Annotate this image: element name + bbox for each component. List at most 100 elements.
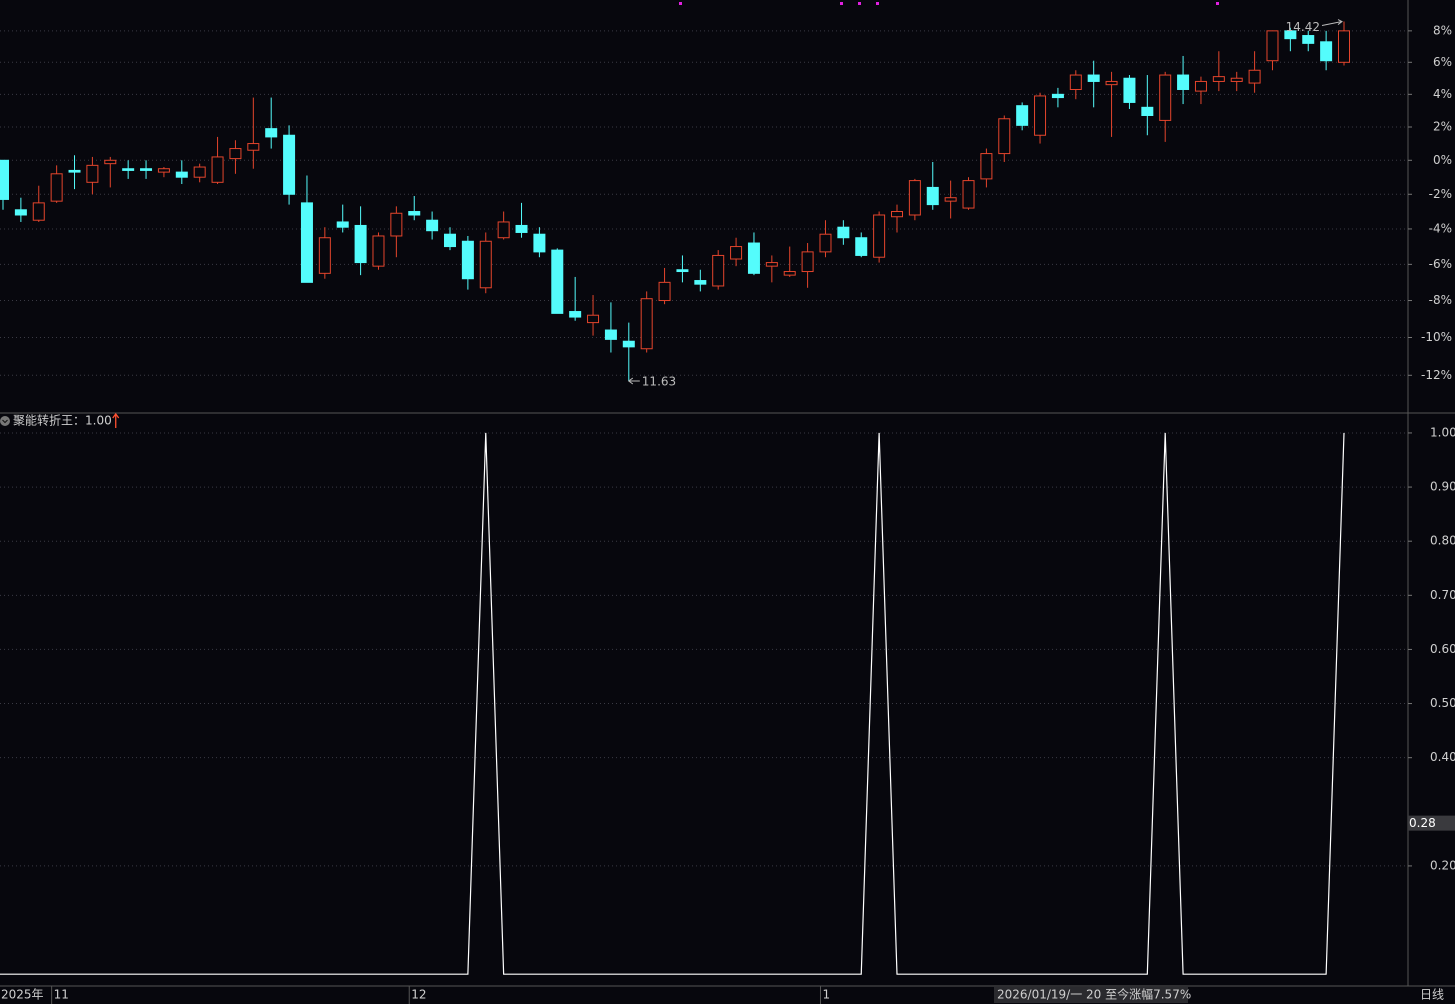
candle-body bbox=[1105, 80, 1118, 86]
candle-body bbox=[1141, 106, 1154, 116]
candle-body bbox=[1087, 74, 1100, 82]
candle-body bbox=[1230, 77, 1243, 82]
status-text: 2026/01/19/一 20 至今涨幅7.57% bbox=[997, 987, 1191, 1002]
candle-body bbox=[1212, 76, 1225, 82]
signal-dot bbox=[876, 2, 879, 5]
candle-body bbox=[50, 173, 63, 202]
candle-body bbox=[104, 159, 117, 165]
candle-body bbox=[819, 233, 832, 253]
candle-body bbox=[587, 314, 600, 324]
candle-body bbox=[390, 212, 403, 237]
candle-body bbox=[658, 281, 671, 302]
candle-body bbox=[998, 118, 1011, 155]
low-arrow bbox=[627, 377, 640, 385]
cursor-box bbox=[1408, 815, 1455, 831]
signal-dot bbox=[858, 2, 861, 5]
signal-dot bbox=[679, 2, 682, 5]
candle-body bbox=[1338, 30, 1350, 63]
y-tick-label: 0.90 bbox=[1430, 480, 1455, 494]
candle-body bbox=[1016, 105, 1029, 126]
candle-body bbox=[1159, 74, 1172, 121]
candle-body bbox=[622, 340, 635, 348]
candle-body bbox=[175, 171, 188, 178]
signal-dot bbox=[1216, 2, 1219, 5]
candle-body bbox=[694, 280, 707, 285]
candle-body bbox=[551, 249, 564, 314]
candle-body bbox=[569, 311, 582, 318]
candle-body bbox=[1123, 77, 1136, 103]
signal-dot bbox=[840, 2, 843, 5]
candle-body bbox=[0, 159, 9, 200]
candle-body bbox=[426, 219, 439, 232]
candle-body bbox=[1069, 74, 1082, 90]
y-tick-label: 0.70 bbox=[1430, 588, 1455, 602]
candle-body bbox=[479, 240, 492, 289]
y-tick-label: -12% bbox=[1421, 368, 1452, 382]
candle-body bbox=[300, 202, 313, 283]
candle-body bbox=[140, 168, 153, 171]
period-label[interactable]: 日线 bbox=[1420, 988, 1444, 1002]
x-tick-label: 2025年 bbox=[1, 988, 44, 1002]
candle-body bbox=[157, 168, 170, 173]
status-box bbox=[994, 987, 1188, 1003]
x-tick-label: 11 bbox=[54, 988, 69, 1002]
candle-body bbox=[354, 224, 367, 264]
low-label: 11.63 bbox=[642, 375, 676, 389]
candle-body bbox=[68, 169, 81, 173]
candle-body bbox=[765, 262, 778, 267]
indicator-line bbox=[0, 432, 1345, 975]
candle-body bbox=[604, 329, 617, 340]
candle-body bbox=[873, 214, 886, 258]
y-tick-label: 4% bbox=[1433, 87, 1452, 101]
candle-body bbox=[712, 254, 725, 287]
y-tick-label: 8% bbox=[1433, 23, 1452, 37]
candle-body bbox=[730, 246, 743, 260]
indicator-title: 聚能转折王：1.00 bbox=[13, 413, 112, 428]
candle-body bbox=[444, 233, 456, 248]
high-label: 14.42 bbox=[1286, 20, 1320, 34]
candle-body bbox=[1302, 35, 1315, 44]
candle-body bbox=[265, 128, 278, 138]
candle-body bbox=[837, 226, 850, 239]
candle-body bbox=[962, 180, 975, 209]
candle-body bbox=[408, 211, 421, 216]
candle-body bbox=[1284, 30, 1297, 40]
y-tick-label: 0.80 bbox=[1430, 534, 1455, 548]
y-tick-label: -10% bbox=[1421, 330, 1452, 344]
y-tick-label: -6% bbox=[1429, 257, 1452, 271]
candle-body bbox=[1248, 69, 1261, 84]
y-tick-label: -4% bbox=[1429, 221, 1452, 235]
high-arrow bbox=[1321, 19, 1343, 27]
indicator-up-arrow bbox=[112, 412, 120, 428]
x-tick-label: 1 bbox=[822, 988, 830, 1002]
candle-body bbox=[640, 298, 653, 350]
candle-body bbox=[515, 224, 528, 233]
y-tick-label: 0.20 bbox=[1430, 858, 1455, 872]
candle-body bbox=[122, 168, 135, 171]
candle-body bbox=[1194, 80, 1207, 92]
candle-body bbox=[372, 235, 385, 267]
candle-body bbox=[1051, 93, 1064, 99]
candle-body bbox=[747, 242, 760, 274]
candle-body bbox=[1177, 74, 1190, 90]
y-tick-label: 0.50 bbox=[1430, 696, 1455, 710]
candle-body bbox=[229, 148, 242, 160]
y-tick-label: 0% bbox=[1433, 153, 1452, 167]
candle-body bbox=[783, 271, 796, 276]
candle-body bbox=[211, 156, 224, 183]
candle-body bbox=[14, 209, 27, 216]
candle-body bbox=[193, 166, 206, 178]
y-tick-label: -2% bbox=[1429, 187, 1452, 201]
candle-body bbox=[1034, 95, 1047, 136]
candle-body bbox=[336, 221, 349, 228]
y-tick-label: 1.00 bbox=[1430, 425, 1455, 439]
candle-body bbox=[855, 237, 868, 256]
candle-body bbox=[533, 233, 546, 253]
cursor-label: 0.28 bbox=[1409, 816, 1436, 830]
y-tick-label: -8% bbox=[1429, 293, 1452, 307]
toggle-chevron bbox=[2, 419, 8, 424]
indicator-toggle[interactable] bbox=[0, 416, 10, 426]
